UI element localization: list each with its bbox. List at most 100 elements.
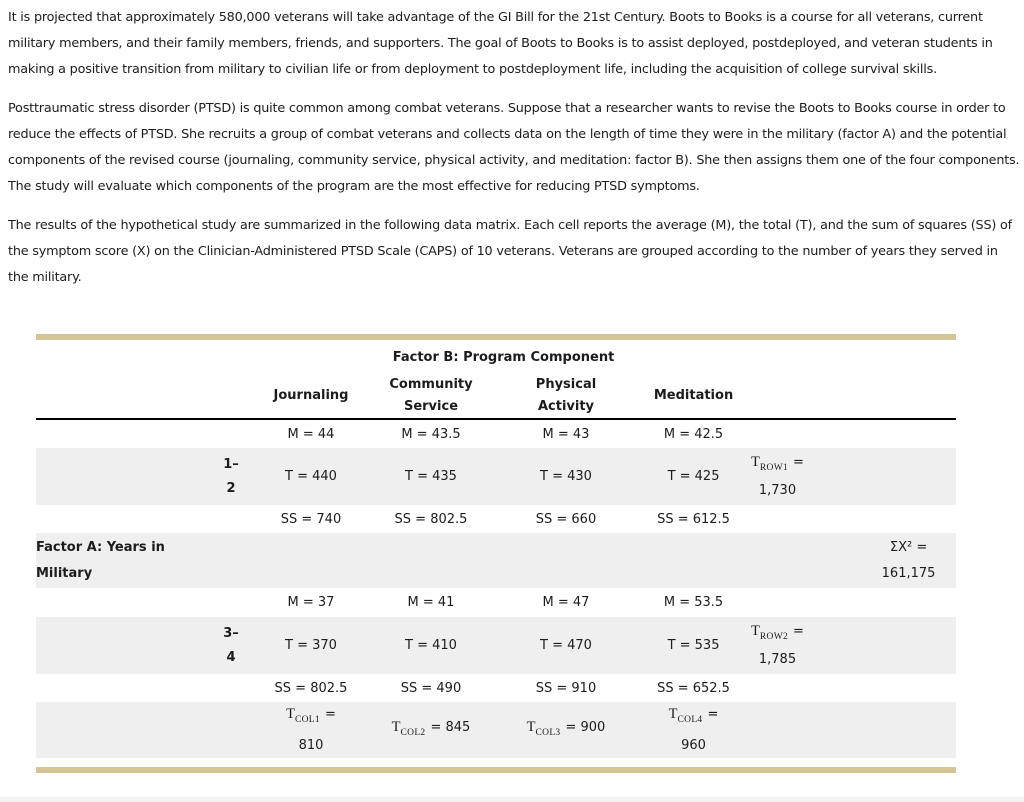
sum-of-squares-cell: ΣX² = 161,175: [861, 533, 957, 588]
spacer-cell: [36, 674, 206, 702]
m-value-cell: M = 47: [542, 595, 590, 610]
year-range-line2: 2: [226, 480, 236, 496]
m-value-cell: M = 43.5: [401, 426, 461, 442]
spacer-cell: [751, 505, 861, 533]
spacer-cell: [751, 674, 861, 702]
factor-a-label: Factor A: Years in Military: [36, 533, 256, 588]
spacer-cell: [206, 674, 256, 702]
group1-mean-row: M = 44 M = 43.5 M = 43 M = 42.5: [36, 419, 956, 448]
col-total-1-cell: TCOL1 = 810: [256, 702, 366, 758]
spacer-cell: [861, 702, 957, 758]
row-total-2-value: 1,785: [758, 652, 797, 668]
spacer-cell: [861, 617, 957, 674]
spacer-cell: [36, 340, 256, 374]
group1-ss-row: SS = 740 SS = 802.5 SS = 660 SS = 612.5: [36, 505, 956, 533]
factor-a-row: Factor A: Years in Military ΣX² = 161,17…: [36, 533, 957, 588]
header-community-line2: Service: [403, 399, 459, 414]
paragraph-results-intro: The results of the hypothetical study ar…: [8, 218, 1012, 285]
col-total-4-cell: TCOL4 = 960: [636, 702, 752, 758]
spacer-cell: [861, 588, 956, 617]
spacer-cell: [861, 419, 956, 448]
col-total-3-cell: TCOL3 = 900: [496, 702, 636, 758]
year-range-line1: 1–: [223, 456, 239, 472]
spacer-cell: [256, 533, 752, 588]
t-value-cell: T = 425: [636, 448, 752, 505]
year-range-line2: 4: [226, 649, 236, 665]
year-range-label-3-4: 3– 4: [206, 617, 256, 674]
ss-value-cell: SS = 802.5: [394, 511, 468, 527]
col-total-4-value: 960: [681, 737, 706, 753]
header-physical-line1: Physical: [535, 377, 597, 392]
spacer-cell: [751, 374, 862, 420]
ss-value-cell: SS = 612.5: [657, 511, 730, 527]
spacer-cell: [751, 702, 862, 758]
group2-ss-row: SS = 802.5 SS = 490 SS = 910 SS = 652.5: [36, 674, 956, 702]
m-value-cell: M = 41: [407, 595, 455, 610]
column-totals-row: TCOL1 = 810 TCOL2 = 845 TCOL3 = 900 TCOL4 = …: [36, 702, 957, 758]
header-physical-activity: Physical Activity: [496, 374, 636, 420]
sum-of-squares-value: 161,175: [881, 565, 936, 581]
header-journaling: Journaling: [256, 374, 366, 420]
ss-value-cell: SS = 660: [535, 511, 597, 527]
ss-value-cell: SS = 802.5: [274, 680, 348, 696]
spacer-cell: [206, 419, 256, 448]
col-total-2-cell: TCOL2 = 845: [366, 702, 496, 758]
ss-value-cell: SS = 910: [535, 680, 597, 696]
table-bottom-accent-bar: [36, 766, 956, 773]
spacer-cell: [36, 419, 206, 448]
col-total-1-label: TCOL1 =: [286, 706, 336, 725]
paragraph-study-design: Posttraumatic stress disorder (PTSD) is …: [8, 101, 1020, 194]
spacer-cell: [751, 419, 861, 448]
header-community-line1: Community: [389, 377, 473, 392]
year-range-line1: 3–: [223, 625, 239, 641]
ss-value-cell: SS = 652.5: [657, 680, 730, 696]
t-value-cell: T = 410: [366, 617, 496, 674]
factor-b-title: Factor B: Program Component: [392, 349, 615, 365]
row-total-1-label: TROW1 =: [751, 453, 804, 473]
t-value-cell: T = 440: [256, 448, 366, 505]
spacer-cell: [36, 702, 206, 758]
t-value-cell: T = 535: [636, 617, 752, 674]
t-value-cell: T = 370: [256, 617, 366, 674]
group2-total-row: 3– 4 T = 370 T = 410 T = 470 T = 535 TRO…: [36, 617, 957, 674]
row-total-1-cell: TROW1 = 1,730: [751, 448, 862, 505]
m-value-cell: M = 43: [542, 426, 590, 442]
sum-of-squares-label: ΣX² =: [889, 539, 928, 555]
spacer-cell: [861, 374, 957, 420]
factor-b-title-row: Factor B: Program Component: [36, 340, 956, 374]
spacer-cell: [861, 448, 957, 505]
spacer-cell: [36, 448, 206, 505]
row-total-2-label: TROW2 =: [751, 622, 804, 642]
bottom-edge-strip: [0, 797, 1024, 802]
col-total-1-value: 810: [298, 737, 324, 753]
table-top-accent-bar: [36, 334, 956, 340]
spacer-cell: [206, 702, 256, 758]
m-value-cell: M = 53.5: [663, 595, 724, 610]
group2-mean-row: M = 37 M = 41 M = 47 M = 53.5: [36, 588, 956, 617]
spacer-cell: [861, 505, 956, 533]
t-value-cell: T = 435: [366, 448, 496, 505]
column-header-row: Journaling Community Service Physical Ac…: [36, 374, 957, 420]
spacer-cell: [861, 674, 956, 702]
data-matrix: Factor B: Program Component Journaling C…: [36, 334, 957, 773]
ss-value-cell: SS = 490: [400, 680, 462, 696]
t-value-cell: T = 470: [496, 617, 636, 674]
spacer-cell: [751, 340, 956, 374]
m-value-cell: M = 44: [287, 426, 335, 442]
spacer-cell: [206, 374, 256, 420]
problem-text: It is projected that approximately 580,0…: [0, 0, 1024, 291]
header-meditation: Meditation: [636, 374, 752, 420]
col-total-2-label: TCOL2 = 845: [391, 718, 471, 738]
spacer-cell: [206, 505, 256, 533]
spacer-cell: [751, 588, 861, 617]
spacer-cell: [36, 588, 206, 617]
data-matrix-table: Factor B: Program Component Journaling C…: [36, 340, 957, 758]
header-physical-line2: Activity: [537, 399, 595, 414]
ss-value-cell: SS = 740: [280, 511, 342, 527]
header-community-service: Community Service: [366, 374, 496, 420]
row-total-1-value: 1,730: [758, 483, 797, 499]
row-total-2-cell: TROW2 = 1,785: [751, 617, 862, 674]
paragraph-intro: It is projected that approximately 580,0…: [8, 10, 993, 77]
factor-a-line1: Factor A: Years in: [36, 539, 165, 555]
year-range-label-1-2: 1– 2: [206, 448, 256, 505]
